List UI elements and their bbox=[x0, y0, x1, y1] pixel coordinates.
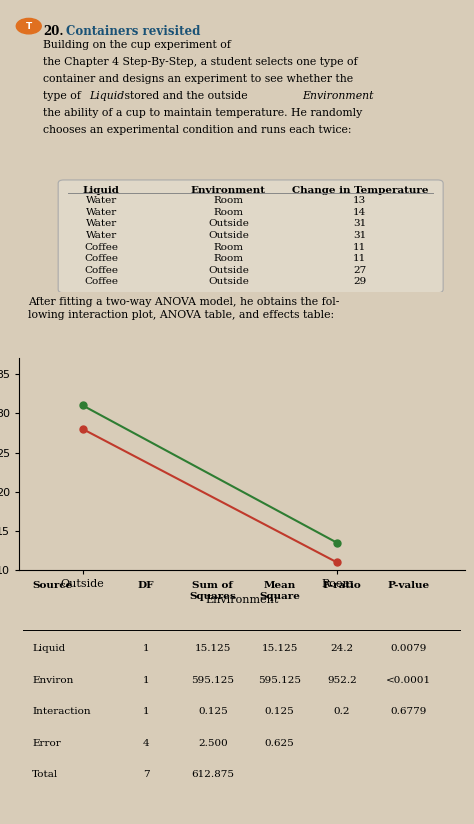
Text: 0.125: 0.125 bbox=[265, 707, 294, 716]
Text: Change in Temperature: Change in Temperature bbox=[292, 186, 428, 195]
Text: Room: Room bbox=[213, 242, 243, 251]
Text: Outside: Outside bbox=[208, 219, 249, 228]
Text: Liquid: Liquid bbox=[32, 644, 65, 653]
Text: Building on the cup experiment of: Building on the cup experiment of bbox=[44, 40, 231, 50]
Text: Coffee: Coffee bbox=[84, 254, 118, 263]
Text: T: T bbox=[26, 21, 32, 30]
Text: Coffee: Coffee bbox=[84, 242, 118, 251]
Text: 15.125: 15.125 bbox=[262, 644, 298, 653]
Text: 15.125: 15.125 bbox=[195, 644, 231, 653]
Text: Room: Room bbox=[213, 254, 243, 263]
Text: 29: 29 bbox=[353, 278, 366, 286]
Text: 11: 11 bbox=[353, 242, 366, 251]
Text: 0.6779: 0.6779 bbox=[391, 707, 427, 716]
Text: 1: 1 bbox=[143, 644, 149, 653]
Text: 595.125: 595.125 bbox=[258, 676, 301, 685]
Text: Source: Source bbox=[32, 581, 73, 590]
Text: Total: Total bbox=[32, 770, 59, 780]
Text: Sum of
Squares: Sum of Squares bbox=[190, 581, 236, 601]
Text: 31: 31 bbox=[353, 219, 366, 228]
Text: 13: 13 bbox=[353, 196, 366, 205]
Text: 7: 7 bbox=[143, 770, 149, 780]
Text: 1: 1 bbox=[143, 676, 149, 685]
Text: After fitting a two-way ANOVA model, he obtains the fol-
lowing interaction plot: After fitting a two-way ANOVA model, he … bbox=[28, 297, 339, 321]
Text: DF: DF bbox=[137, 581, 154, 590]
Text: Room: Room bbox=[213, 196, 243, 205]
Text: type of: type of bbox=[44, 91, 85, 101]
Circle shape bbox=[16, 18, 41, 34]
Text: Outside: Outside bbox=[208, 231, 249, 240]
Text: Containers revisited: Containers revisited bbox=[66, 26, 200, 38]
Text: 4: 4 bbox=[143, 738, 149, 747]
Text: 1: 1 bbox=[143, 707, 149, 716]
Text: 11: 11 bbox=[353, 254, 366, 263]
Text: Environment: Environment bbox=[302, 91, 374, 101]
Text: 31: 31 bbox=[353, 231, 366, 240]
Text: Liquid: Liquid bbox=[90, 91, 125, 101]
Text: 595.125: 595.125 bbox=[191, 676, 234, 685]
Text: the Chapter 4 Step-By-Step, a student selects one type of: the Chapter 4 Step-By-Step, a student se… bbox=[44, 57, 358, 67]
Text: chooses an experimental condition and runs each twice:: chooses an experimental condition and ru… bbox=[44, 125, 352, 135]
Text: 952.2: 952.2 bbox=[327, 676, 357, 685]
Text: Outside: Outside bbox=[208, 278, 249, 286]
Text: Interaction: Interaction bbox=[32, 707, 91, 716]
Text: Liquid: Liquid bbox=[83, 186, 120, 195]
Text: Environ: Environ bbox=[32, 676, 73, 685]
X-axis label: Environment: Environment bbox=[205, 595, 278, 605]
Text: Outside: Outside bbox=[208, 265, 249, 274]
FancyBboxPatch shape bbox=[58, 180, 443, 293]
Text: 0.2: 0.2 bbox=[334, 707, 350, 716]
Text: Water: Water bbox=[86, 219, 117, 228]
Text: the ability of a cup to maintain temperature. He randomly: the ability of a cup to maintain tempera… bbox=[44, 108, 363, 119]
Text: 24.2: 24.2 bbox=[330, 644, 354, 653]
Text: Environment: Environment bbox=[191, 186, 266, 195]
Text: Coffee: Coffee bbox=[84, 265, 118, 274]
Text: 27: 27 bbox=[353, 265, 366, 274]
Text: F-ratio: F-ratio bbox=[323, 581, 361, 590]
Text: Water: Water bbox=[86, 196, 117, 205]
Text: P-value: P-value bbox=[388, 581, 430, 590]
Text: 2.500: 2.500 bbox=[198, 738, 228, 747]
Text: Room: Room bbox=[213, 208, 243, 217]
Text: Water: Water bbox=[86, 231, 117, 240]
Text: Coffee: Coffee bbox=[84, 278, 118, 286]
Text: Error: Error bbox=[32, 738, 61, 747]
Text: 0.625: 0.625 bbox=[265, 738, 294, 747]
Text: Water: Water bbox=[86, 208, 117, 217]
Text: 20.: 20. bbox=[44, 26, 64, 38]
Text: 612.875: 612.875 bbox=[191, 770, 234, 780]
Text: stored and the outside: stored and the outside bbox=[120, 91, 251, 101]
Text: 0.0079: 0.0079 bbox=[391, 644, 427, 653]
Text: Mean
Square: Mean Square bbox=[259, 581, 300, 601]
Text: 0.125: 0.125 bbox=[198, 707, 228, 716]
Text: 14: 14 bbox=[353, 208, 366, 217]
Text: <0.0001: <0.0001 bbox=[386, 676, 431, 685]
Text: container and designs an experiment to see whether the: container and designs an experiment to s… bbox=[44, 74, 354, 84]
